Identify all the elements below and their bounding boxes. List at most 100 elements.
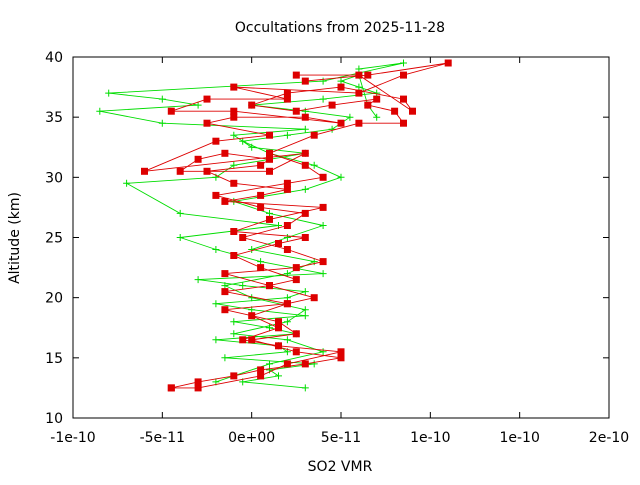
- data-point-plus: [373, 113, 381, 121]
- data-point-square: [409, 107, 416, 115]
- data-point-square: [391, 107, 399, 115]
- x-tick-label: -5e-11: [140, 430, 185, 446]
- data-point-plus: [257, 258, 265, 266]
- data-point-square: [364, 71, 372, 79]
- data-point-plus: [319, 77, 327, 85]
- data-point-plus: [319, 95, 327, 103]
- data-point-square: [230, 83, 238, 91]
- y-tick-label: 40: [45, 50, 63, 66]
- data-point-plus: [283, 131, 291, 139]
- data-point-plus: [158, 119, 166, 127]
- data-point-plus: [212, 300, 220, 308]
- data-point-square: [266, 155, 273, 163]
- data-point-square: [355, 71, 363, 79]
- data-point-square: [292, 107, 300, 115]
- data-point-square: [194, 155, 202, 163]
- data-point-square: [248, 336, 256, 344]
- data-point-square: [319, 173, 327, 181]
- data-point-plus: [301, 107, 309, 115]
- data-point-square: [230, 372, 238, 380]
- data-point-square: [167, 384, 175, 392]
- data-point-square: [400, 95, 407, 103]
- data-point-square: [221, 288, 229, 296]
- data-point-plus: [230, 318, 238, 326]
- data-point-square: [266, 167, 273, 175]
- data-point-square: [230, 252, 238, 259]
- data-point-plus: [355, 65, 363, 73]
- data-point-square: [400, 119, 407, 127]
- data-point-square: [283, 179, 291, 187]
- data-point-square: [194, 384, 202, 392]
- series-layer: [96, 59, 452, 392]
- data-point-plus: [194, 276, 202, 284]
- data-point-square: [444, 59, 452, 67]
- data-point-square: [275, 324, 282, 332]
- data-point-square: [275, 342, 282, 350]
- data-point-square: [230, 107, 238, 115]
- data-point-plus: [221, 282, 229, 290]
- series-2: [141, 59, 452, 392]
- data-point-square: [292, 276, 300, 284]
- data-point-plus: [230, 330, 238, 338]
- data-point-plus: [239, 137, 247, 145]
- axis-ticks: -1e-10 -5e-11 0e+00 5e-11 1e-10 1e-10 2e-10 10 1…: [45, 50, 629, 446]
- data-point-square: [266, 131, 273, 139]
- data-point-square: [337, 83, 345, 91]
- y-tick-label: 20: [45, 291, 63, 307]
- data-point-plus: [301, 312, 309, 320]
- data-point-square: [239, 234, 247, 241]
- y-tick-label: 35: [45, 110, 63, 126]
- data-point-square: [257, 264, 265, 272]
- data-point-square: [221, 149, 229, 157]
- data-point-plus: [319, 222, 327, 229]
- data-point-plus: [337, 173, 345, 181]
- data-point-square: [203, 167, 211, 175]
- data-point-plus: [283, 318, 291, 326]
- data-point-square: [176, 167, 184, 175]
- data-point-plus: [301, 125, 309, 133]
- data-point-plus: [212, 336, 220, 344]
- data-point-plus: [346, 113, 354, 121]
- data-point-plus: [301, 384, 309, 392]
- data-point-plus: [266, 360, 273, 368]
- data-point-square: [373, 95, 381, 103]
- data-point-square: [141, 167, 148, 175]
- data-point-plus: [301, 288, 309, 296]
- data-point-square: [257, 372, 265, 380]
- data-point-square: [283, 360, 291, 368]
- data-point-plus: [105, 89, 113, 97]
- data-point-square: [319, 258, 327, 266]
- data-point-square: [230, 179, 238, 187]
- data-point-square: [283, 222, 291, 229]
- data-point-square: [221, 197, 229, 205]
- data-point-plus: [301, 306, 309, 314]
- data-point-plus: [310, 161, 318, 169]
- x-tick-label: -1e-10: [50, 430, 95, 446]
- data-point-square: [230, 228, 238, 235]
- data-point-square: [266, 282, 273, 290]
- data-point-square: [221, 306, 229, 314]
- data-point-square: [257, 161, 265, 169]
- data-point-plus: [176, 234, 184, 241]
- y-tick-label: 10: [45, 411, 63, 427]
- data-point-plus: [301, 185, 309, 193]
- data-point-square: [337, 348, 345, 356]
- data-point-square: [283, 246, 291, 253]
- data-point-square: [275, 240, 282, 247]
- y-tick-label: 30: [45, 170, 63, 186]
- data-point-square: [301, 234, 309, 241]
- data-point-square: [301, 360, 309, 368]
- data-point-square: [194, 378, 202, 386]
- x-axis-label: SO2 VMR: [308, 459, 373, 475]
- data-point-square: [292, 330, 300, 338]
- series-line: [171, 74, 413, 389]
- data-point-plus: [283, 336, 291, 344]
- data-point-plus: [176, 209, 184, 217]
- data-point-plus: [310, 360, 318, 368]
- data-point-square: [301, 161, 309, 169]
- data-point-square: [310, 131, 318, 139]
- data-point-square: [266, 149, 273, 157]
- data-point-square: [230, 113, 238, 121]
